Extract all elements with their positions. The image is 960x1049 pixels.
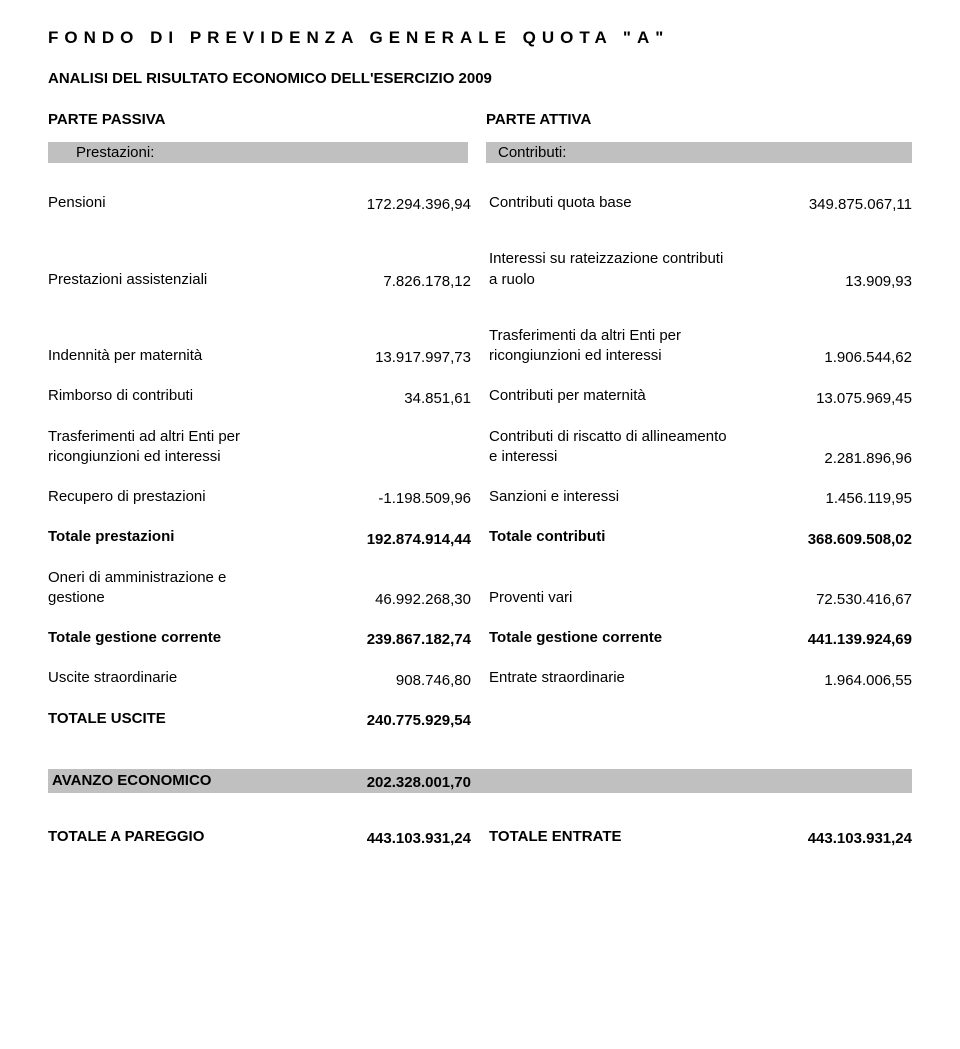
row-label: Indennità per maternità: [48, 346, 202, 366]
row-value: 349.875.067,11: [809, 196, 912, 213]
data-row: Recupero di prestazioni -1.198.509,96 Sa…: [48, 487, 912, 507]
row-label: Trasferimenti da altri Enti per ricongiu…: [489, 326, 729, 367]
oneri-row: Oneri di amministrazione e gestione 46.9…: [48, 568, 912, 609]
total-gestione-row: Totale gestione corrente 239.867.182,74 …: [48, 628, 912, 648]
band-row: Prestazioni: Contributi:: [48, 142, 912, 163]
row-label: Interessi su rateizzazione contributi a …: [489, 249, 729, 290]
row-value: 7.826.178,12: [383, 273, 471, 290]
pareggio-row: TOTALE A PAREGGIO 443.103.931,24 TOTALE …: [48, 827, 912, 847]
row-value: 443.103.931,24: [808, 830, 912, 847]
row-value: -1.198.509,96: [378, 490, 471, 507]
row-value: 368.609.508,02: [808, 531, 912, 548]
row-label: Contributi quota base: [489, 193, 632, 213]
row-value: 192.874.914,44: [367, 531, 471, 548]
row-label: Rimborso di contributi: [48, 386, 193, 406]
row-label: TOTALE ENTRATE: [489, 827, 622, 847]
data-row: Pensioni 172.294.396,94 Contributi quota…: [48, 193, 912, 213]
data-row: Trasferimenti ad altri Enti per ricongiu…: [48, 427, 912, 468]
row-value: 13.075.969,45: [816, 390, 912, 407]
document-subtitle: ANALISI DEL RISULTATO ECONOMICO DELL'ESE…: [48, 70, 912, 87]
row-value: 908.746,80: [396, 672, 471, 689]
row-value: 172.294.396,94: [367, 196, 471, 213]
row-value: 46.992.268,30: [375, 591, 471, 608]
row-value: 1.906.544,62: [824, 349, 912, 366]
row-value: 443.103.931,24: [367, 830, 471, 847]
row-value: 1.964.006,55: [824, 672, 912, 689]
row-label: Oneri di amministrazione e gestione: [48, 568, 278, 609]
row-label: Pensioni: [48, 193, 106, 213]
row-label: Totale prestazioni: [48, 527, 174, 547]
row-label: Prestazioni assistenziali: [48, 270, 207, 290]
row-value: 239.867.182,74: [367, 631, 471, 648]
row-label: Contributi per maternità: [489, 386, 646, 406]
row-value: 441.139.924,69: [808, 631, 912, 648]
section-headers: PARTE PASSIVA PARTE ATTIVA: [48, 111, 912, 136]
row-value: 13.909,93: [845, 273, 912, 290]
row-value: 34.851,61: [404, 390, 471, 407]
document-title: FONDO DI PREVIDENZA GENERALE QUOTA "A": [48, 28, 912, 48]
row-label: Proventi vari: [489, 588, 572, 608]
avanzo-band: AVANZO ECONOMICO 202.328.001,70: [48, 769, 912, 793]
data-row: Rimborso di contributi 34.851,61 Contrib…: [48, 386, 912, 406]
row-label: Entrate straordinarie: [489, 668, 625, 688]
data-row: Indennità per maternità 13.917.997,73 Tr…: [48, 326, 912, 367]
row-value: 2.281.896,96: [824, 450, 912, 467]
right-heading: PARTE ATTIVA: [486, 111, 912, 128]
row-value: 240.775.929,54: [367, 712, 471, 729]
left-heading: PARTE PASSIVA: [48, 111, 468, 128]
row-label: Totale contributi: [489, 527, 605, 547]
straordinarie-row: Uscite straordinarie 908.746,80 Entrate …: [48, 668, 912, 688]
left-band: Prestazioni:: [48, 142, 468, 163]
row-label: Recupero di prestazioni: [48, 487, 206, 507]
avanzo-value: 202.328.001,70: [367, 774, 471, 791]
totale-uscite-row: TOTALE USCITE 240.775.929,54: [48, 709, 912, 729]
right-band: Contributi:: [486, 142, 912, 163]
row-value: 13.917.997,73: [375, 349, 471, 366]
row-label: Uscite straordinarie: [48, 668, 177, 688]
row-label: Totale gestione corrente: [48, 628, 221, 648]
row-value: 72.530.416,67: [816, 591, 912, 608]
total-prestazioni-row: Totale prestazioni 192.874.914,44 Totale…: [48, 527, 912, 547]
row-label: TOTALE USCITE: [48, 709, 166, 729]
row-label: Totale gestione corrente: [489, 628, 662, 648]
data-row: Prestazioni assistenziali 7.826.178,12 I…: [48, 249, 912, 290]
avanzo-label: AVANZO ECONOMICO: [52, 771, 211, 791]
row-label: Sanzioni e interessi: [489, 487, 619, 507]
row-value: 1.456.119,95: [826, 490, 912, 507]
row-label: TOTALE A PAREGGIO: [48, 827, 204, 847]
row-label: Trasferimenti ad altri Enti per ricongiu…: [48, 427, 308, 468]
row-label: Contributi di riscatto di allineamento e…: [489, 427, 729, 468]
